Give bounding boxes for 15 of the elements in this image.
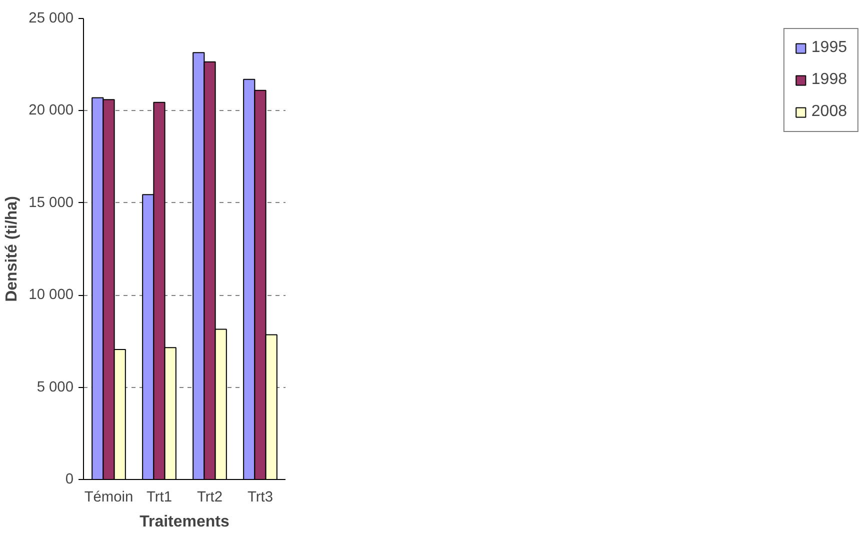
y-tick-label: 15 000 (28, 194, 74, 211)
x-tick-label: Trt1 (146, 490, 172, 506)
x-tick-label: Trt3 (247, 490, 274, 506)
y-tick-label: 5 000 (36, 379, 74, 396)
y-tick-label: 0 (65, 472, 74, 488)
x-tick-label: Trt2 (196, 490, 223, 506)
y-axis-title: Densité (ti/ha) (4, 196, 21, 302)
y-tick-label: 25 000 (28, 10, 74, 26)
y-tick-label: 10 000 (28, 287, 74, 304)
y-tick-label: 20 000 (28, 102, 74, 119)
legend-label: 2008 (811, 103, 847, 121)
legend-label: 1995 (811, 39, 847, 57)
legend-label: 1998 (811, 71, 847, 89)
x-tick-label: Témoin (84, 490, 134, 506)
x-axis-title: Traitements (140, 514, 230, 530)
